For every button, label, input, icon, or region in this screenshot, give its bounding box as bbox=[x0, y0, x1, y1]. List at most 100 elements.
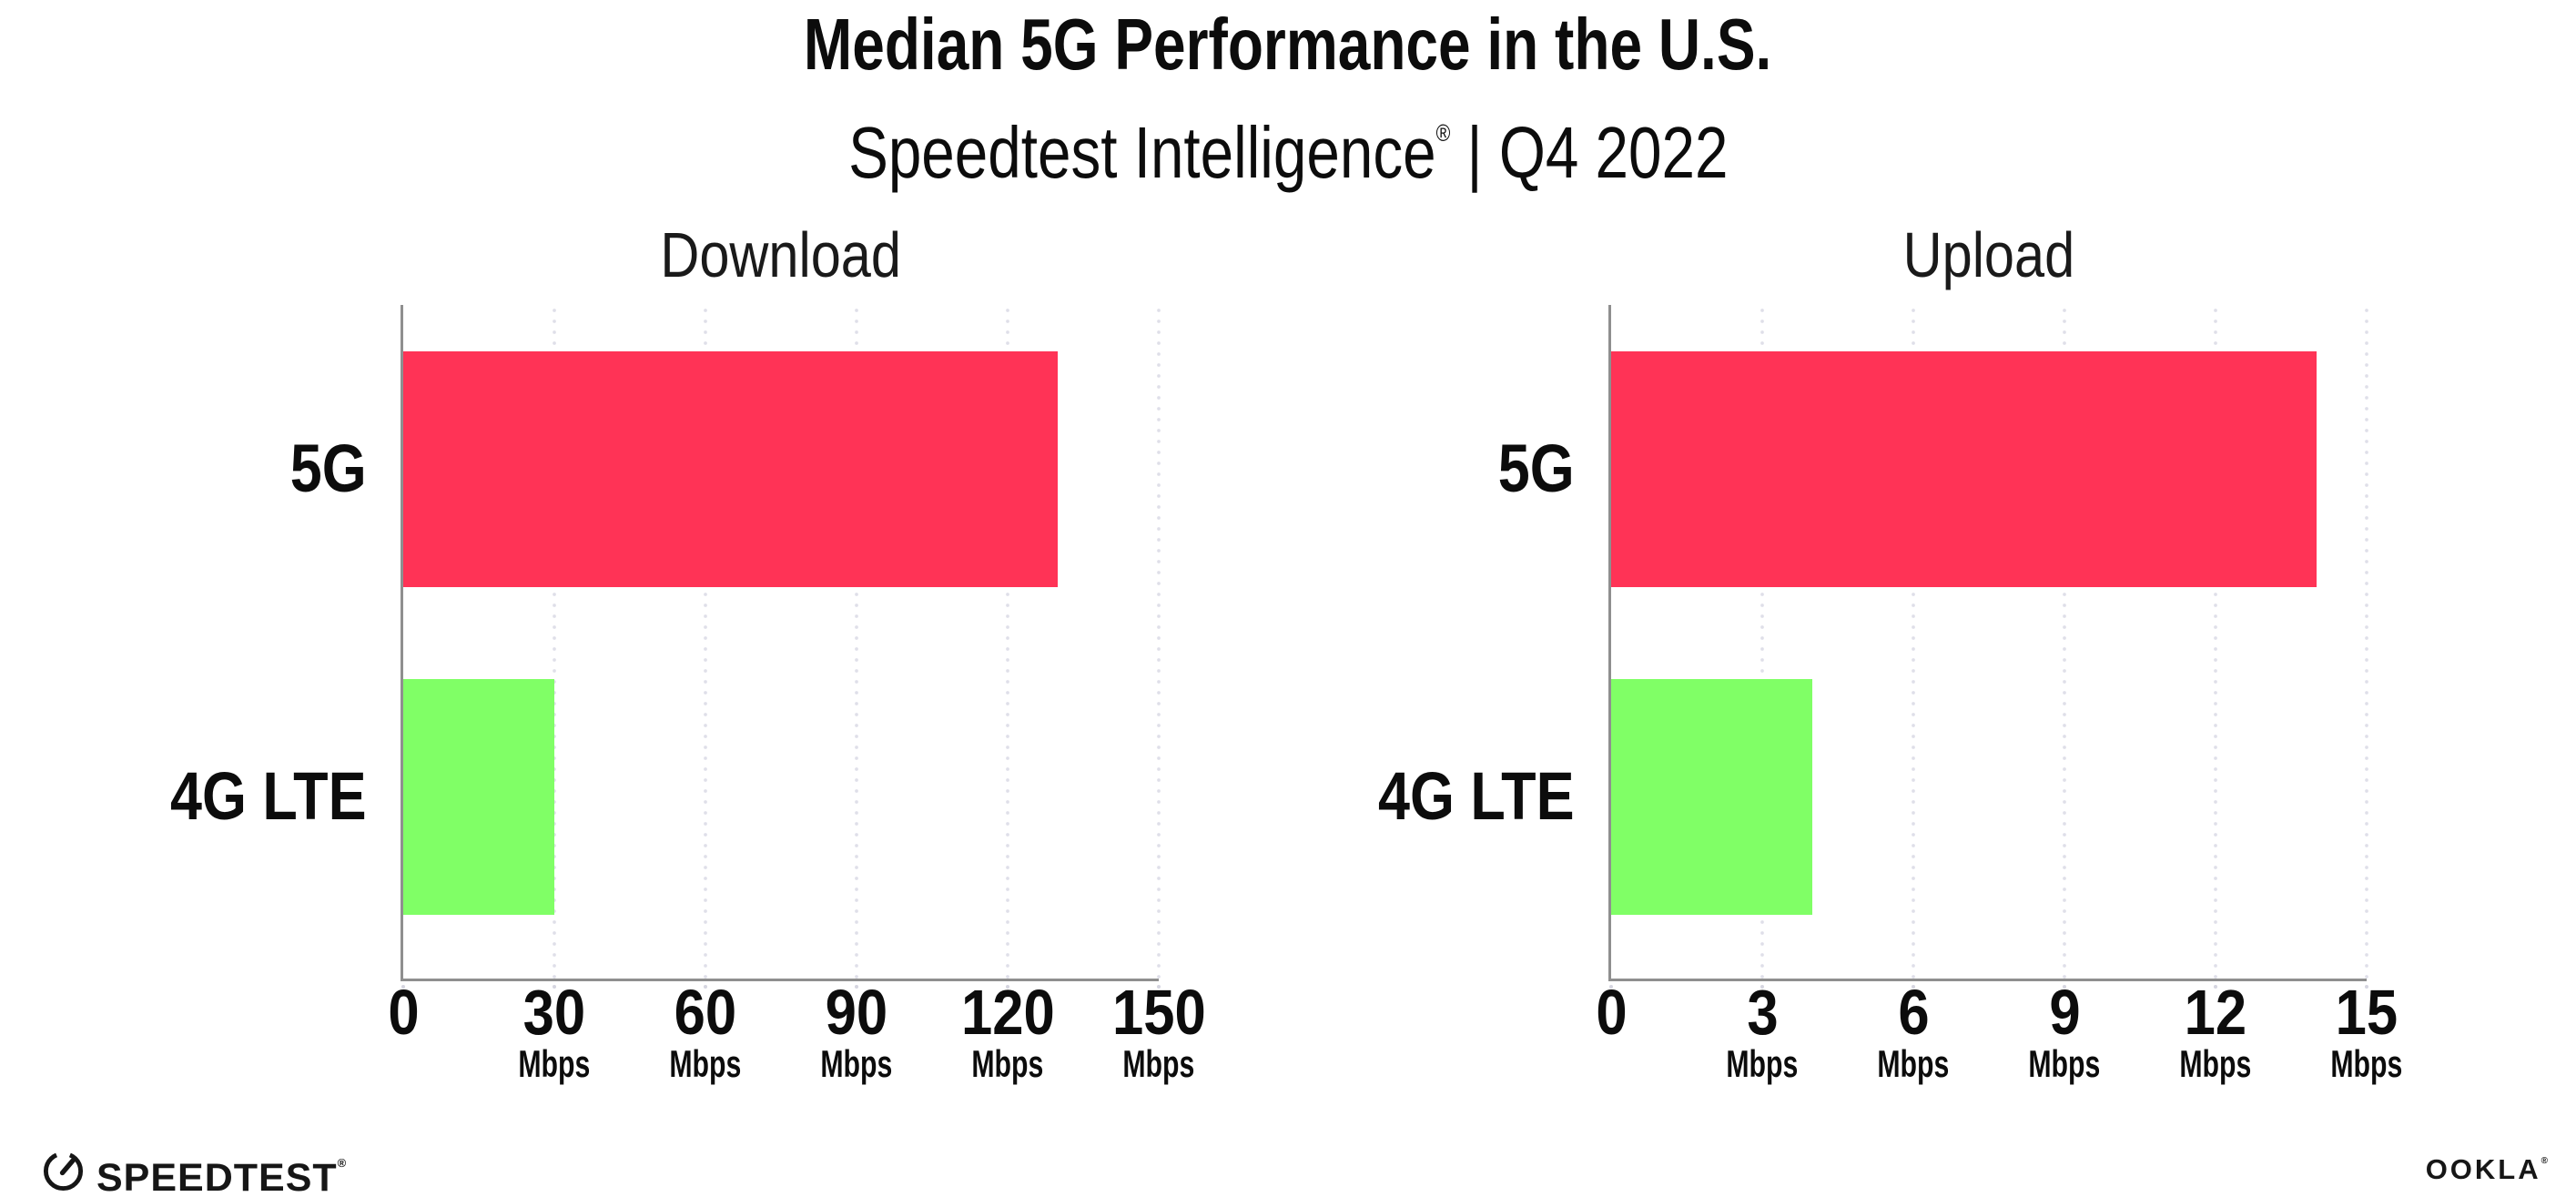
x-tick-label: 6 bbox=[1831, 980, 1995, 1044]
x-tick-label-text: 12 bbox=[2184, 977, 2247, 1048]
category-label-4g-lte: 4G LTE bbox=[1302, 758, 1575, 835]
x-tick-mark bbox=[553, 985, 556, 989]
speedtest-gauge-icon bbox=[43, 1151, 84, 1191]
x-tick-label: 120 bbox=[926, 980, 1090, 1044]
gridline bbox=[2214, 305, 2217, 979]
x-tick-mark bbox=[2365, 985, 2368, 989]
category-label-4g-lte: 4G LTE bbox=[94, 758, 367, 835]
y-axis-line bbox=[401, 305, 403, 981]
category-label-text: 4G LTE bbox=[170, 758, 367, 834]
page-subtitle: Speedtest Intelligence® | Q4 2022 bbox=[0, 96, 2576, 189]
registered-trademark-icon: ® bbox=[1435, 119, 1451, 147]
x-tick-mark bbox=[401, 985, 405, 989]
x-tick-unit: Mbps bbox=[624, 1045, 787, 1083]
x-tick-label: 12 bbox=[2134, 980, 2297, 1044]
speedtest-registered-icon: ® bbox=[337, 1156, 347, 1170]
x-tick-label-text: 0 bbox=[1595, 977, 1628, 1048]
x-tick-label-text: 9 bbox=[2048, 977, 2081, 1048]
y-axis-line bbox=[1608, 305, 1611, 981]
x-tick-unit: Mbps bbox=[2134, 1045, 2297, 1083]
chart-title-text: Upload bbox=[1902, 219, 2075, 290]
x-tick-label: 30 bbox=[472, 980, 636, 1044]
x-tick-label: 90 bbox=[775, 980, 938, 1044]
x-tick-unit: Mbps bbox=[926, 1045, 1090, 1083]
x-tick-unit-text: Mbps bbox=[1726, 1042, 1799, 1085]
x-tick-unit: Mbps bbox=[1831, 1045, 1995, 1083]
x-tick-label: 15 bbox=[2285, 980, 2449, 1044]
x-tick-unit-text: Mbps bbox=[518, 1042, 591, 1085]
chart-title-download: Download bbox=[403, 217, 1159, 293]
page-subtitle-text: Speedtest Intelligence® | Q4 2022 bbox=[848, 96, 1728, 189]
category-label-text: 4G LTE bbox=[1378, 758, 1575, 834]
subtitle-brand: Speedtest Intelligence bbox=[847, 112, 1436, 193]
x-tick-unit: Mbps bbox=[1680, 1045, 1844, 1083]
chart-title-upload: Upload bbox=[1611, 217, 2367, 293]
bar-4g-lte-download bbox=[403, 679, 554, 915]
x-tick-label-text: 15 bbox=[2335, 977, 2399, 1048]
x-tick-unit: Mbps bbox=[2285, 1045, 2449, 1083]
gridline bbox=[1157, 305, 1161, 979]
x-tick-mark bbox=[2214, 985, 2217, 989]
gridline bbox=[2063, 305, 2066, 979]
ookla-logo: OOKLA® bbox=[2426, 1146, 2548, 1185]
x-tick-unit: Mbps bbox=[1077, 1045, 1241, 1083]
x-tick-mark bbox=[1912, 985, 1915, 989]
gridline bbox=[1912, 305, 1915, 979]
x-tick-mark bbox=[1157, 985, 1161, 989]
x-tick-unit-text: Mbps bbox=[1877, 1042, 1950, 1085]
ookla-registered-icon: ® bbox=[2541, 1156, 2548, 1166]
speedtest-wordmark-text: SPEEDTEST bbox=[96, 1156, 338, 1197]
x-tick-label: 9 bbox=[1983, 980, 2146, 1044]
ookla-wordmark-text: OOKLA bbox=[2425, 1153, 2541, 1185]
x-tick-mark bbox=[1760, 985, 1764, 989]
x-tick-label-text: 30 bbox=[522, 977, 586, 1048]
category-label-5g: 5G bbox=[1302, 431, 1575, 507]
x-tick-unit-text: Mbps bbox=[820, 1042, 893, 1085]
subtitle-period: | Q4 2022 bbox=[1450, 112, 1729, 193]
x-tick-label-text: 3 bbox=[1746, 977, 1779, 1048]
x-tick-unit-text: Mbps bbox=[1122, 1042, 1195, 1085]
x-tick-unit-text: Mbps bbox=[971, 1042, 1044, 1085]
x-tick-label-text: 6 bbox=[1897, 977, 1930, 1048]
x-tick-unit-text: Mbps bbox=[2179, 1042, 2252, 1085]
category-label-text: 5G bbox=[290, 431, 367, 506]
gridline bbox=[553, 305, 556, 979]
x-tick-label-text: 0 bbox=[387, 977, 420, 1048]
bar-5g-download bbox=[403, 351, 1059, 587]
x-tick-label: 3 bbox=[1680, 980, 1844, 1044]
gridline bbox=[1006, 305, 1009, 979]
gridline bbox=[855, 305, 858, 979]
gridline bbox=[1760, 305, 1764, 979]
x-tick-mark bbox=[1609, 985, 1613, 989]
x-tick-unit: Mbps bbox=[775, 1045, 938, 1083]
x-tick-label: 0 bbox=[321, 980, 485, 1044]
bar-4g-lte-upload bbox=[1611, 679, 1813, 915]
category-label-5g: 5G bbox=[94, 431, 367, 507]
x-tick-mark bbox=[2063, 985, 2066, 989]
x-tick-unit-text: Mbps bbox=[2028, 1042, 2101, 1085]
x-tick-unit: Mbps bbox=[1983, 1045, 2146, 1083]
x-tick-unit-text: Mbps bbox=[2330, 1042, 2403, 1085]
x-tick-mark bbox=[855, 985, 858, 989]
gridline bbox=[2365, 305, 2368, 979]
x-axis-line bbox=[1608, 979, 2367, 981]
x-tick-label-text: 150 bbox=[1111, 977, 1206, 1048]
speedtest-wordmark: SPEEDTEST® bbox=[96, 1141, 346, 1197]
x-tick-label-text: 120 bbox=[960, 977, 1055, 1048]
category-label-text: 5G bbox=[1498, 431, 1575, 506]
x-tick-label-text: 90 bbox=[825, 977, 888, 1048]
x-tick-unit-text: Mbps bbox=[669, 1042, 742, 1085]
upload-chart: Upload 0 3 Mbps 6 Mbps 9 Mbps 12 Mbps 15 Mbps 5G 4G L… bbox=[1378, 219, 2402, 1083]
x-axis-line bbox=[401, 979, 1159, 981]
chart-title-text: Download bbox=[660, 219, 902, 290]
gridline bbox=[704, 305, 707, 979]
page-title: Median 5G Performance in the U.S. bbox=[0, 8, 2576, 81]
x-tick-mark bbox=[1006, 985, 1009, 989]
x-tick-label: 0 bbox=[1529, 980, 1693, 1044]
download-chart: Download 0 30 Mbps 60 Mbps 90 Mbps 120 Mbps 150 Mbp… bbox=[170, 219, 1205, 1083]
x-tick-label: 150 bbox=[1077, 980, 1241, 1044]
speedtest-logo: SPEEDTEST® bbox=[42, 1141, 346, 1197]
bar-5g-upload bbox=[1611, 351, 2317, 587]
x-tick-mark bbox=[704, 985, 707, 989]
x-tick-label: 60 bbox=[624, 980, 787, 1044]
